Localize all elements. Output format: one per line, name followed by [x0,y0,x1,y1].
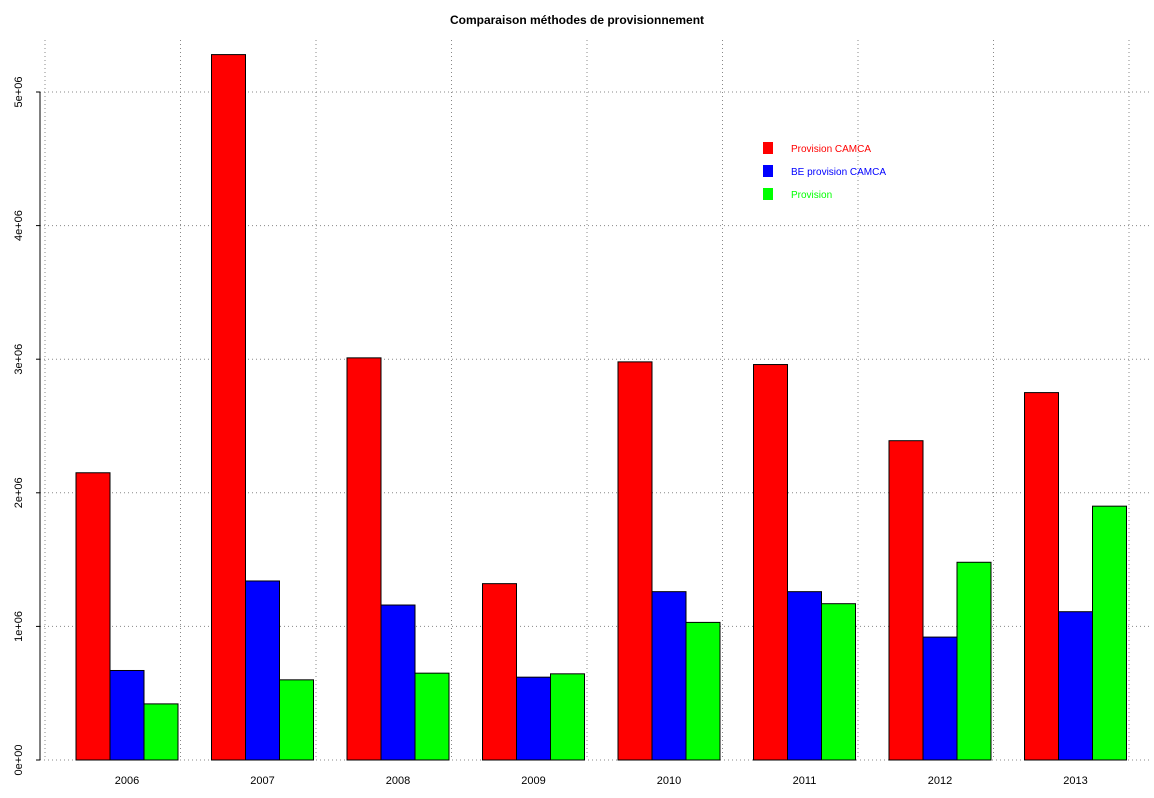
y-tick-label: 0e+00 [13,745,25,776]
x-tick-label: 2008 [386,775,410,787]
bar-provision-2009 [550,673,585,761]
bar-provision-2010 [685,621,721,761]
legend-swatch [763,142,773,154]
bar-provision-camca-2008 [346,357,382,761]
bar-be-provision-camca-2011 [787,591,822,761]
bar-provision-2008 [414,672,450,761]
legend-swatch [763,165,773,177]
x-tick-label: 2012 [928,775,952,787]
x-tick-label: 2009 [521,775,545,787]
y-tick-label: 4e+06 [13,210,25,241]
bar-be-provision-camca-2010 [651,591,687,761]
bar-provision-2011 [821,603,856,761]
x-tick-label: 2011 [793,775,817,787]
bar-provision-camca-2013 [1024,392,1059,761]
bar-provision-2006 [143,703,179,761]
bar-be-provision-camca-2013 [1058,611,1093,761]
legend-label: Provision CAMCA [791,144,871,155]
bar-provision-camca-2009 [482,583,517,761]
legend-label: Provision [791,190,832,201]
bar-provision-camca-2012 [888,440,924,761]
bar-provision-2012 [956,561,992,761]
bar-be-provision-camca-2012 [922,636,958,761]
axes: 0e+00 1e+06 2e+06 3e+06 4e+06 5e+06 2006 2007 20… [13,77,1088,787]
bar-provision-camca-2011 [753,364,788,761]
bar-be-provision-camca-2008 [380,604,416,761]
y-tick-label: 2e+06 [13,477,25,508]
x-tick-label: 2013 [1063,775,1087,787]
legend-label: BE provision CAMCA [791,167,886,178]
chart-title: Comparaison méthodes de provisionnement [450,13,704,27]
x-tick-label: 2006 [115,775,139,787]
y-tick-label: 5e+06 [13,77,25,108]
y-tick-label: 1e+06 [13,611,25,642]
bar-be-provision-camca-2009 [516,676,551,761]
bar-provision-2013 [1092,505,1127,761]
legend: Provision CAMCA BE provision CAMCA Provisi… [763,142,886,201]
bars [75,54,1127,761]
bar-be-provision-camca-2007 [245,580,280,761]
legend-swatch [763,188,773,200]
y-tick-label: 3e+06 [13,344,25,375]
bar-provision-camca-2006 [75,472,111,761]
bar-provision-camca-2010 [617,361,653,761]
x-tick-label: 2010 [657,775,681,787]
bar-provision-camca-2007 [211,54,246,761]
x-tick-label: 2007 [250,775,274,787]
bar-be-provision-camca-2006 [109,669,145,761]
bar-provision-2007 [279,679,314,761]
